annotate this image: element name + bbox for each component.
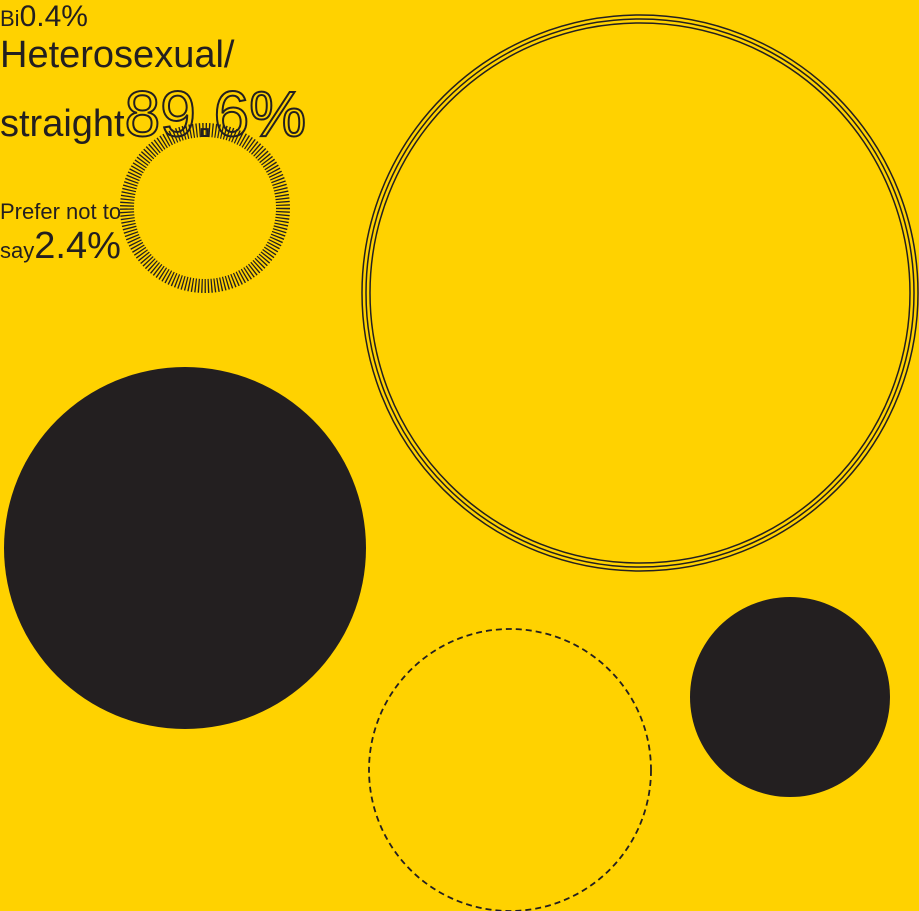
- bubble-ring: [365, 18, 915, 568]
- bubble-value-label: 0.4%: [19, 0, 88, 33]
- bubble-text: Gay/Lesbian4%: [0, 151, 320, 199]
- bubble: [120, 123, 290, 293]
- bubble-text: Heterosexual/ straight89.6%: [0, 34, 307, 151]
- bubble-value-label: 4%: [196, 151, 258, 198]
- bubble-label: Prefer not to say: [0, 199, 122, 263]
- bubble-text: Other0.8%: [0, 268, 160, 300]
- bubble: [368, 628, 652, 911]
- bubble-text: Prefer not to say2.4%: [0, 199, 160, 268]
- bubble-value-label: 0.8%: [55, 268, 119, 299]
- bubble-ring: [369, 22, 911, 564]
- bubble: [361, 14, 919, 572]
- bubble-label: Heterosexual/ straight: [0, 34, 235, 145]
- bubble: [690, 597, 890, 797]
- bubble-label: Other: [0, 273, 56, 298]
- bubble: [4, 367, 366, 729]
- bubble-label: Gay/Lesbian: [0, 158, 197, 197]
- bubble-value-label: 89.6%: [124, 77, 307, 151]
- bubble-text: Bi0.4%: [0, 0, 140, 34]
- bubble-label: Bi: [0, 6, 20, 31]
- bubble-value-label: 2.4%: [34, 225, 121, 267]
